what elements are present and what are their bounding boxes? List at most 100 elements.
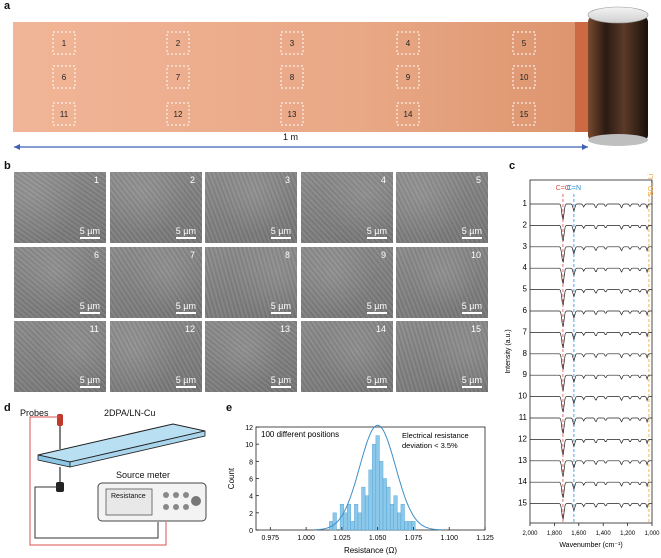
histogram-bar [389,504,394,531]
histogram-y-tick-label: 10 [245,442,253,449]
scale-bar-label: 5 µm [79,226,100,236]
sample-region [512,31,536,55]
histogram-bar [332,512,337,531]
scale-bar: 5 µm [270,375,291,388]
histogram-y-tick-label: 12 [245,425,253,432]
histogram-y-tick-label: 8 [249,459,253,466]
sample-region-label: 15 [520,110,529,119]
histogram-x-tick-label: 1.050 [369,535,387,542]
spectrum-line [530,439,652,456]
sample-region [280,31,304,55]
histogram-y-tick-label: 0 [249,528,253,535]
sem-tile-number: 11 [89,324,99,334]
histogram-bar [382,478,387,531]
spectrum-label: 2 [523,220,528,229]
scale-bar-label: 5 µm [366,301,387,311]
sem-tile-number: 7 [189,250,195,260]
scale-bar-label: 5 µm [175,301,196,311]
scale-bar-label: 5 µm [175,226,196,236]
scale-bar: 5 µm [461,301,482,314]
annotation-line-1: Electrical resistance [402,431,469,440]
spectrum-label: 15 [518,499,527,508]
spectra-x-tick-label: 1,400 [596,531,612,537]
scale-bar-label: 5 µm [366,375,387,385]
spectrum-label: 5 [523,285,528,294]
histogram-x-tick-label: 1.025 [333,535,351,542]
histogram-y-tick-label: 6 [249,477,253,484]
scale-bar: 5 µm [270,226,291,239]
spectrum-label: 13 [518,456,527,465]
sem-tile: 7 5 µm [110,247,202,318]
sample-label: 2DPA/LN-Cu [104,408,156,418]
scale-bar: 5 µm [175,226,196,239]
histogram-y-axis-label: Count [227,467,236,489]
panel-label-b: b [4,160,11,172]
sample-region-label: 10 [520,73,529,82]
sample-region [166,65,190,89]
sample-plate [37,423,206,463]
histogram-x-tick-label: 1.075 [405,535,423,542]
sem-tile: 5 5 µm [396,172,488,243]
sem-tile: 15 5 µm [396,321,488,392]
sample-region [280,102,304,126]
spectrum-label: 3 [523,242,528,251]
probes-label: Probes [20,408,49,418]
sample-region-label: 2 [176,39,181,48]
sample-region-label: 6 [62,73,67,82]
resistance-histogram: 0 2 4 6 8 10 12 0.975 1.000 1.025 1.050 1.075 1.100 1… [227,424,494,555]
sample-region-label: 8 [290,73,295,82]
panel-label-e: e [226,402,233,414]
spectrum-label: 6 [523,306,528,315]
gaussian-fit-line [313,424,443,531]
annotation-line-2: deviation < 3.5% [402,441,458,450]
histogram-bar [350,521,355,531]
scale-bar-label: 5 µm [270,375,291,385]
histogram-x-tick-label: 1.125 [476,535,494,542]
sample-region [512,102,536,126]
peak-label: C=O [556,185,571,192]
histogram-bar [372,443,377,531]
sem-tile: 14 5 µm [301,321,393,392]
sample-region [52,102,76,126]
scale-bar-label: 5 µm [79,301,100,311]
histogram-legend: 100 different positions [261,430,339,439]
sample-region-label: 5 [522,39,527,48]
sem-tile-number: 15 [470,324,481,334]
sem-tile-number: 1 [93,175,99,185]
spectra-x-tick-label: 1,000 [644,531,660,537]
spectrum-line [530,481,652,498]
scale-bar: 5 µm [461,375,482,388]
sem-tile: 13 5 µm [205,321,297,392]
histogram-bar [375,435,380,531]
sample-region [166,102,190,126]
sem-tile-number: 9 [380,250,386,260]
peak-label: SO₃–Li [648,173,655,196]
histogram-bar [354,504,359,531]
sample-region [166,31,190,55]
length-label: 1 m [283,132,299,142]
scale-bar: 5 µm [79,375,100,388]
probe-top [57,414,63,426]
measurement-setup-diagram [29,414,207,546]
histogram-bar [407,521,412,531]
spectrum-line [530,374,652,391]
scale-bar: 5 µm [175,301,196,314]
spectra-frame [529,179,653,524]
histogram-bar [364,495,369,531]
foil-roll [588,16,648,141]
spectrum-line [530,332,652,349]
sample-region-label: 14 [404,110,413,119]
scale-bar: 5 µm [270,301,291,314]
sem-tile: 1 5 µm [14,172,106,243]
histogram-bar [393,495,398,531]
scale-bar-label: 5 µm [461,375,482,385]
resistance-screen-label: Resistance [111,493,146,500]
sample-region-label: 11 [60,110,69,119]
spectrum-line [530,460,652,477]
sem-tile-number: 12 [184,324,195,334]
histogram-bar [357,512,362,531]
scale-bar-label: 5 µm [461,226,482,236]
sample-region [396,31,420,55]
histogram-x-tick-label: 0.975 [262,535,280,542]
spectrum-label: 11 [519,413,528,422]
